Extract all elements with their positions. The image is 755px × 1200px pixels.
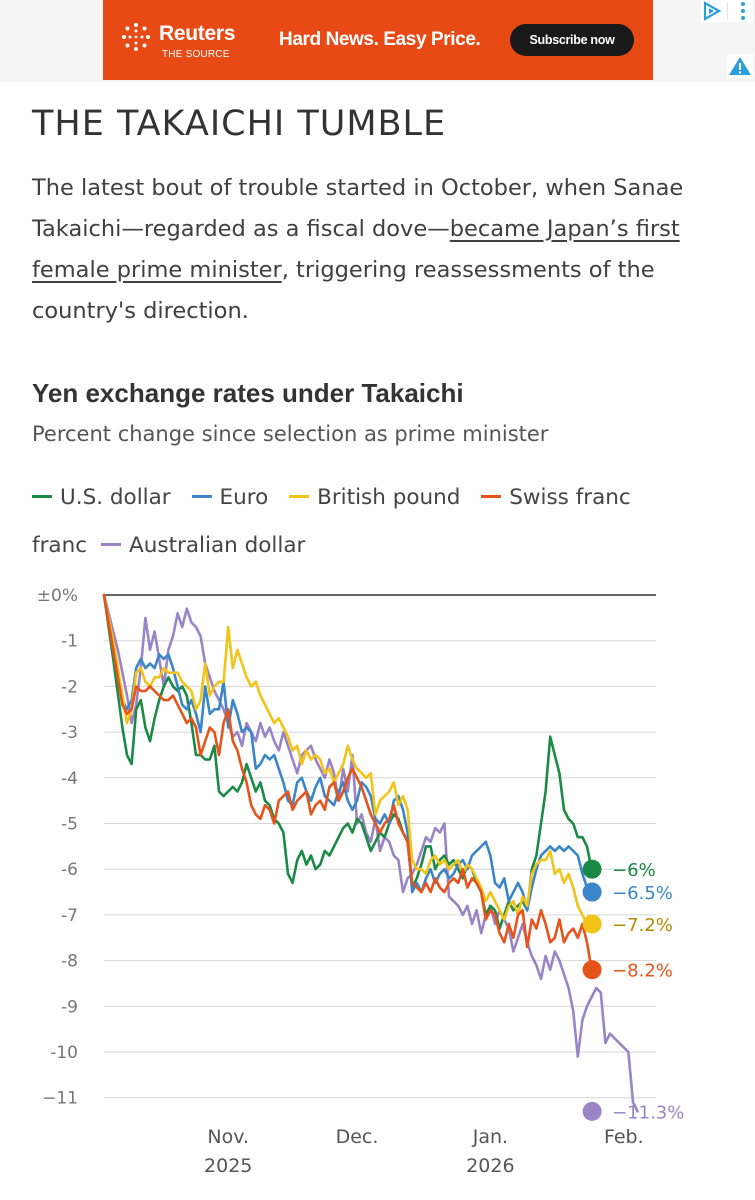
series-end-label: −11.3% (612, 1102, 684, 1123)
legend-label: Australian dollar (129, 533, 306, 558)
y-tick-label: -5 (61, 815, 78, 835)
x-tick-label: Nov. (207, 1126, 249, 1148)
x-tick-year-label: 2026 (466, 1155, 514, 1177)
legend-wrap-text: franc (32, 533, 88, 558)
y-tick-label: -8 (61, 952, 78, 972)
article-paragraph: The latest bout of trouble started in Oc… (32, 168, 722, 332)
series-line-euro (102, 593, 593, 912)
series-end-label: −6.5% (612, 883, 673, 904)
series-end-label: −7.2% (612, 915, 673, 936)
ad-brand-sub: THE SOURCE (162, 49, 230, 60)
series-line-british-pound (102, 593, 589, 926)
chart-subtitle: Percent change since selection as prime … (32, 422, 549, 446)
series-end-label: −8.2% (612, 961, 673, 982)
ad-band: Reuters THE SOURCE Hard News. Easy Price… (0, 0, 755, 82)
chart-title: Yen exchange rates under Takaichi (32, 378, 464, 408)
y-tick-label: -2 (61, 677, 78, 697)
x-tick-label: Jan. (472, 1126, 508, 1148)
paragraph-text-start: The latest bout of trouble started in Oc… (32, 175, 684, 242)
series-line-swiss-franc (102, 593, 593, 971)
legend-item-british-pound: British pound (289, 485, 460, 510)
legend-swatch (32, 494, 52, 498)
y-tick-label: -3 (61, 723, 78, 743)
series-end-dot (582, 882, 602, 902)
article-headline: THE TAKAICHI TUMBLE (32, 104, 447, 144)
prime-minister-link[interactable]: became Japan’s first female prime minist… (32, 216, 680, 283)
legend-item-swiss-franc: Swiss franc (481, 485, 631, 510)
legend-swatch (481, 494, 502, 498)
y-tick-label: -6 (61, 860, 78, 880)
y-tick-label: ±0% (37, 586, 78, 606)
legend-swatch (101, 542, 122, 546)
legend-label: Swiss franc (509, 485, 631, 510)
legend-swatch (289, 494, 310, 498)
legend-item-euro: Euro (191, 485, 269, 510)
ad-warning[interactable] (727, 54, 753, 78)
reuters-logo-icon (122, 23, 150, 51)
x-tick-year-label: 2025 (204, 1155, 252, 1177)
yen-exchange-rate-chart: ±0% -1 -2 -3 -4 -5 -6 -7 -8 -9 -10 −11 Nov. 2025 Dec. J… (37, 586, 685, 1177)
y-tick-label: -7 (61, 906, 78, 926)
x-tick-label: Dec. (336, 1126, 379, 1148)
legend-swatch (191, 494, 212, 498)
legend-label: British pound (317, 485, 461, 510)
y-tick-label: -4 (61, 769, 78, 789)
y-tick-label: -10 (50, 1043, 78, 1063)
y-tick-label: -1 (61, 632, 78, 652)
chart-legend: U.S. dollar Euro British pound Swiss fra… (32, 485, 645, 515)
legend-label: Euro (219, 485, 269, 510)
adchoices-icon[interactable] (701, 0, 753, 22)
series-end-label: −6% (612, 860, 656, 881)
warning-icon[interactable] (727, 54, 753, 78)
ad-brand: Reuters (159, 22, 236, 45)
series-end-dot (582, 1101, 602, 1121)
subscribe-button[interactable]: Subscribe now (510, 24, 634, 56)
legend-item-us-dollar: U.S. dollar (32, 485, 171, 510)
series-end-dot (582, 960, 602, 980)
x-tick-label: Feb. (604, 1126, 644, 1148)
legend-item-australian-dollar: Australian dollar (101, 533, 305, 558)
ad-choices[interactable] (701, 0, 753, 22)
series-end-dot (582, 914, 602, 934)
series-end-dot (582, 859, 602, 879)
ad-menu-icon[interactable] (737, 0, 749, 22)
series-line-u-s-dollar (102, 593, 593, 930)
series-line-australian-dollar (102, 593, 639, 1113)
ad-tagline: Hard News. Easy Price. (279, 29, 481, 50)
reuters-ad[interactable]: Reuters THE SOURCE Hard News. Easy Price… (103, 0, 753, 80)
chart-legend-row-2: franc Australian dollar (32, 533, 319, 563)
y-tick-label: -9 (61, 997, 78, 1017)
legend-label: U.S. dollar (60, 485, 171, 510)
paragraph-text-end: , triggering reassessments of the countr… (32, 257, 655, 324)
y-tick-label: −11 (42, 1089, 78, 1109)
